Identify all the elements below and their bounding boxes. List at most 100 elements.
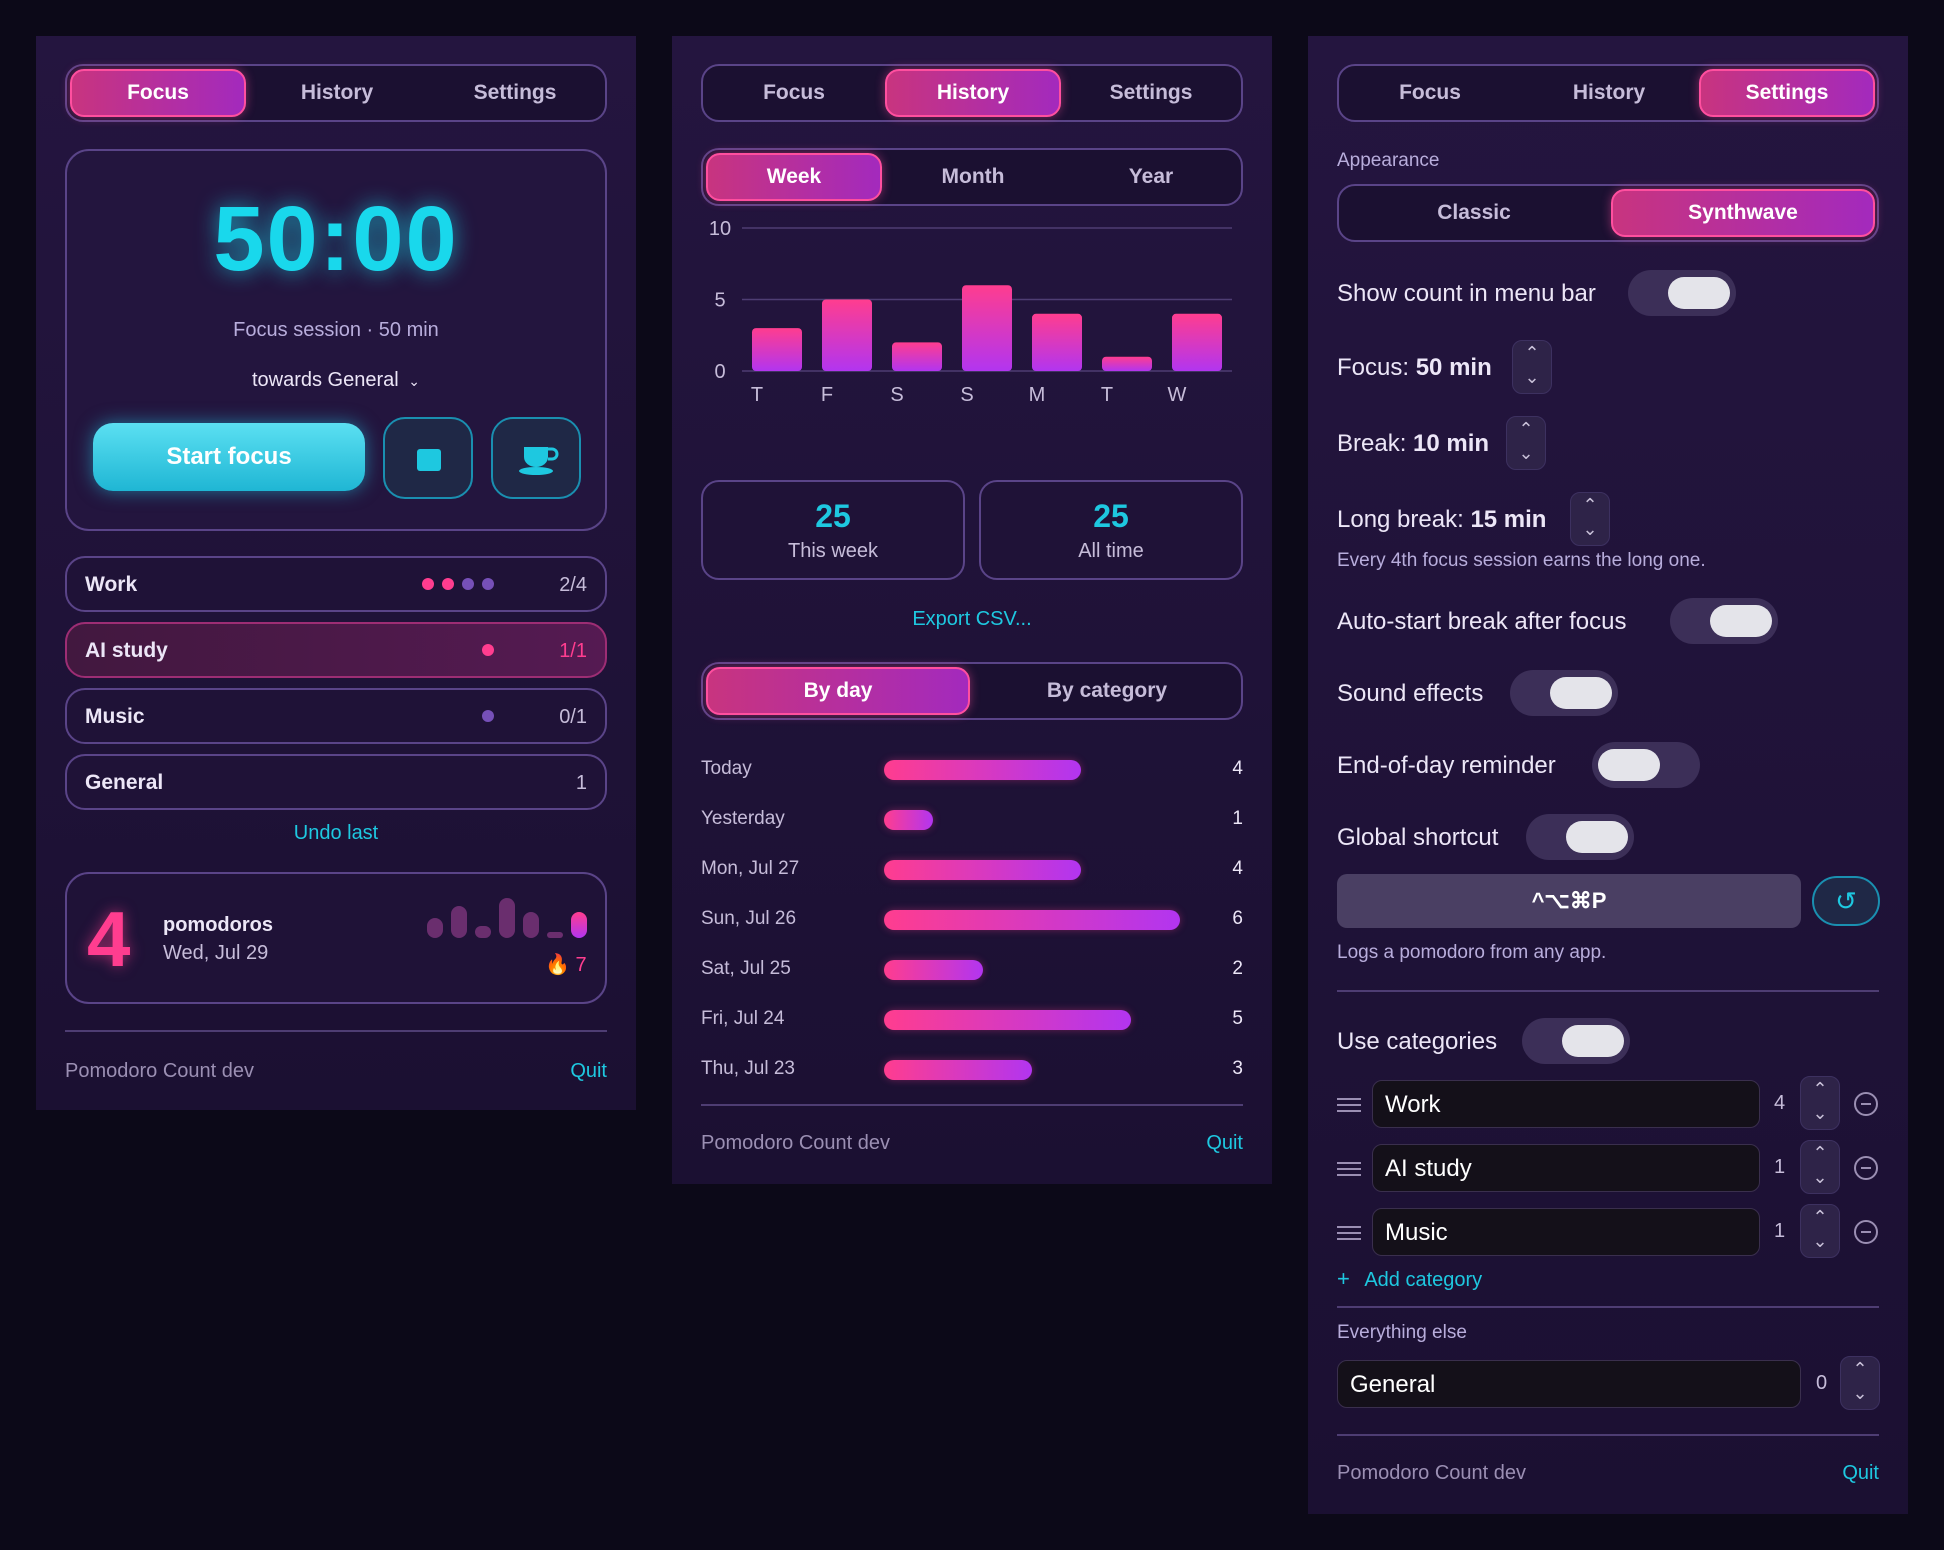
tab-focus[interactable]: Focus [763,81,825,104]
category-name: Music [85,705,145,728]
remove-category-icon[interactable] [1854,1092,1878,1116]
chevron-up-icon[interactable]: ⌃ [1812,1207,1828,1227]
theme-synthwave[interactable]: Synthwave [1611,189,1875,237]
theme-selector: Classic Synthwave [1337,184,1879,242]
start-focus-button[interactable]: Start focus [93,423,365,491]
category-name-input[interactable]: Music [1372,1208,1760,1256]
category-row-ai-study[interactable]: AI study 1/1 [65,622,607,678]
tab-settings[interactable]: Settings [1109,81,1193,104]
footer-app-name: Pomodoro Count dev [701,1132,891,1154]
use-categories-toggle[interactable] [1522,1018,1630,1064]
autostart-toggle[interactable] [1670,598,1778,644]
category-name: General [85,771,164,794]
chevron-down-icon: ⌄ [408,373,421,389]
day-value: 1 [1232,808,1243,829]
chevron-down-icon[interactable]: ⌄ [1812,1231,1828,1251]
category-target-stepper[interactable]: ⌃ ⌄ [1800,1076,1840,1130]
toggle-knob [1550,677,1612,709]
progress-dot-empty [482,710,494,722]
category-row-music[interactable]: Music 0/1 [65,688,607,744]
chevron-up-icon[interactable]: ⌃ [1812,1079,1828,1099]
chevron-down-icon[interactable]: ⌄ [1812,1167,1828,1187]
export-csv-link[interactable]: Export CSV... [912,608,1032,630]
day-value: 2 [1232,958,1243,979]
category-row-work[interactable]: Work 2/4 [65,556,607,612]
category-count: 1 [575,772,587,794]
reminder-toggle[interactable] [1592,742,1700,788]
break-button[interactable] [491,417,581,499]
range-week[interactable]: Week [706,153,882,201]
undo-last-link[interactable]: Undo last [293,822,379,844]
drag-handle-icon[interactable] [1337,1226,1361,1240]
everything-else-label: Everything else [1337,1322,1467,1343]
tab-focus[interactable]: Focus [70,69,246,117]
long-break-note: Every 4th focus session earns the long o… [1337,550,1706,571]
tab-history[interactable]: History [885,69,1061,117]
category-target-stepper[interactable]: ⌃ ⌄ [1800,1204,1840,1258]
chevron-down-icon[interactable]: ⌄ [1582,519,1598,539]
remove-category-icon[interactable] [1854,1156,1878,1180]
theme-classic[interactable]: Classic [1437,201,1511,224]
general-name-input[interactable]: General [1337,1360,1801,1408]
tab-history[interactable]: History [300,81,374,104]
category-name: Work [85,573,138,596]
stop-button[interactable] [383,417,473,499]
add-category-link[interactable]: + Add category [1337,1266,1482,1292]
category-picker[interactable]: towards General ⌄ [67,369,605,392]
chevron-down-icon[interactable]: ⌄ [1524,367,1540,387]
view-by-day[interactable]: By day [706,667,970,715]
reset-shortcut-button[interactable]: ↺ [1812,876,1880,926]
category-count: 1/1 [559,640,587,662]
x-tick-label: F [821,384,833,406]
range-year[interactable]: Year [1128,165,1174,188]
timer-card: 50:00 Focus session · 50 min towards Gen… [65,149,607,531]
day-label: Sat, Jul 25 [701,958,791,979]
reset-icon: ↺ [1835,885,1857,916]
chevron-up-icon[interactable]: ⌃ [1852,1359,1868,1379]
range-month[interactable]: Month [941,165,1005,188]
tab-settings[interactable]: Settings [1699,69,1875,117]
chart-bar [962,285,1012,371]
day-label: Today [701,758,752,779]
shortcut-note: Logs a pomodoro from any app. [1337,942,1607,963]
general-target-stepper[interactable]: ⌃ ⌄ [1840,1356,1880,1410]
tab-settings[interactable]: Settings [473,81,557,104]
break-duration-stepper[interactable]: ⌃ ⌄ [1506,416,1546,470]
drag-handle-icon[interactable] [1337,1098,1361,1112]
long-break-stepper[interactable]: ⌃ ⌄ [1570,492,1610,546]
quit-link[interactable]: Quit [1206,1132,1243,1154]
footer-app-name: Pomodoro Count dev [1337,1462,1527,1484]
chevron-up-icon[interactable]: ⌃ [1524,343,1540,363]
sound-effects-toggle[interactable] [1510,670,1618,716]
view-by-category[interactable]: By category [1046,679,1168,702]
x-tick-label: T [1101,384,1113,406]
category-count: 0/1 [559,706,587,728]
focus-duration-stepper[interactable]: ⌃ ⌄ [1512,340,1552,394]
settings-panel: Focus History Settings Appearance Classi… [1308,36,1908,1514]
drag-handle-icon[interactable] [1337,1162,1361,1176]
appearance-label: Appearance [1337,150,1440,171]
chevron-down-icon[interactable]: ⌄ [1518,443,1534,463]
category-name-input[interactable]: Work [1372,1080,1760,1128]
category-name-input[interactable]: AI study [1372,1144,1760,1192]
tab-focus[interactable]: Focus [1399,81,1461,104]
show-count-label: Show count in menu bar [1337,280,1596,307]
stat-value: 25 [1093,498,1129,534]
chevron-down-icon[interactable]: ⌄ [1852,1383,1868,1403]
shortcut-toggle[interactable] [1526,814,1634,860]
chevron-down-icon[interactable]: ⌄ [1812,1103,1828,1123]
chevron-up-icon[interactable]: ⌃ [1812,1143,1828,1163]
day-value: 3 [1232,1058,1243,1079]
chevron-up-icon[interactable]: ⌃ [1518,419,1534,439]
show-count-toggle[interactable] [1628,270,1736,316]
quit-link[interactable]: Quit [1842,1462,1879,1484]
shortcut-recorder[interactable]: ^⌥⌘P [1337,874,1801,928]
category-target-stepper[interactable]: ⌃ ⌄ [1800,1140,1840,1194]
tab-history[interactable]: History [1572,81,1646,104]
view-selector: By day By category [701,662,1243,720]
quit-link[interactable]: Quit [570,1060,607,1082]
chevron-up-icon[interactable]: ⌃ [1582,495,1598,515]
remove-category-icon[interactable] [1854,1220,1878,1244]
category-row-general[interactable]: General 1 [65,754,607,810]
x-tick-label: T [751,384,763,406]
